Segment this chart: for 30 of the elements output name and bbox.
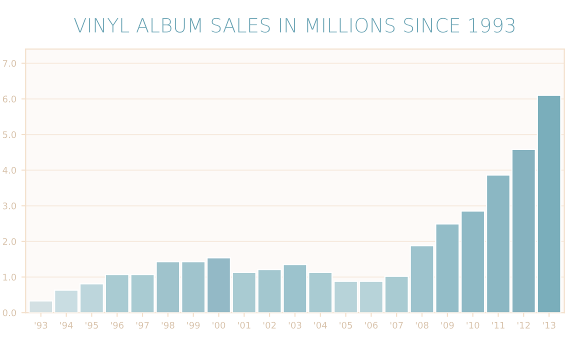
x-tick-label: '09 (441, 322, 454, 329)
y-tick-label: 2.0 (2, 238, 16, 245)
x-tick-label: '93 (34, 322, 48, 329)
y-tick-label: 3.0 (2, 202, 16, 210)
x-tick-label: '00 (212, 322, 226, 329)
x-tick-label: '05 (340, 322, 352, 329)
chart-title: VINYL ALBUM SALES IN MILLIONS SINCE 1993 (74, 18, 514, 33)
x-tick-label: '03 (288, 322, 302, 329)
x-tick-label: '01 (238, 322, 250, 329)
x-tick-label: '06 (365, 322, 378, 329)
x-tick-label: '13 (542, 322, 556, 329)
x-tick-label: '02 (263, 322, 276, 329)
x-tick-label: '98 (162, 322, 174, 329)
x-tick-label: '99 (187, 322, 200, 329)
x-tick-label: '12 (518, 322, 530, 329)
x-tick-label: '11 (492, 322, 504, 329)
x-tick-label: '08 (416, 322, 428, 329)
y-tick-label: 7.0 (3, 60, 16, 67)
x-tick-label: '96 (111, 322, 124, 329)
y-tick-label: 4.0 (2, 166, 16, 174)
y-tick-label: 5.0 (2, 131, 16, 138)
x-tick-label: '04 (314, 322, 327, 329)
x-tick-label: '97 (136, 322, 149, 329)
x-tick-label: '10 (466, 322, 480, 329)
y-tick-label: 0.0 (2, 309, 16, 316)
y-tick-label: 6.0 (2, 96, 16, 102)
x-tick-label: '95 (86, 322, 98, 329)
x-tick-label: '07 (390, 322, 403, 329)
y-tick-label: 1.0 (3, 274, 16, 281)
x-tick-label: '94 (60, 322, 73, 329)
